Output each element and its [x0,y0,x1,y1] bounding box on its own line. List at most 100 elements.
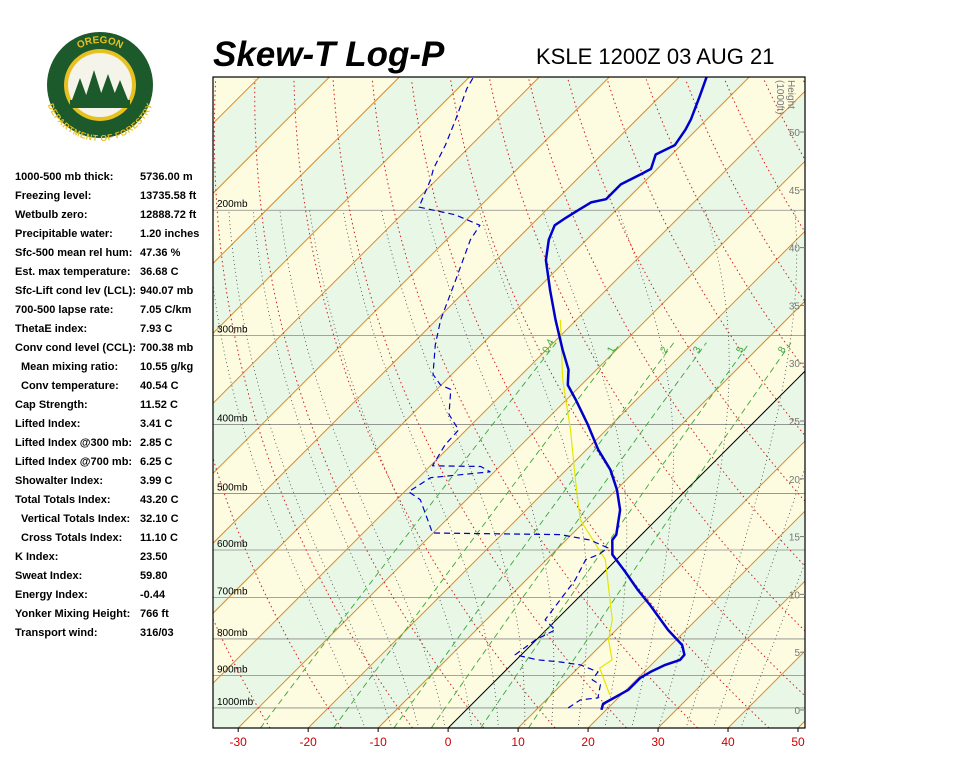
y2-tick-label: 10 [789,590,801,601]
x-tick-label: -20 [299,735,317,749]
profile-line [559,319,613,696]
mixing-ratio-label: 8 [776,345,789,355]
y2-tick-label: 50 [789,128,801,139]
index-value: 12888.72 ft [140,209,197,221]
temperature-band [213,91,805,728]
isotherm [213,77,400,265]
isotherm [213,77,540,405]
indices-table: 1000-500 mb thick: 5736.00 m Freezing leve… [15,171,199,639]
moist-adiabat [685,210,798,728]
plot-background [213,77,960,728]
y2-tick-label: 45 [789,186,801,197]
isotherm [447,370,805,728]
mixing-ratio-line [393,342,675,728]
logo-text: OREGON [75,35,124,51]
y2-axis-label: Height [785,80,796,109]
isotherm [213,77,470,335]
index-value: 316/03 [140,627,174,639]
x-tick-label: 30 [651,735,665,749]
index-value: 5736.00 m [140,171,193,183]
index-label: Energy Index: [15,589,88,601]
y2-tick-label: 40 [789,244,801,255]
x-tick-label: 50 [791,735,805,749]
index-value: 43.20 C [140,494,179,506]
index-value: 1.20 inches [140,228,199,240]
index-label: Mean mixing ratio: [21,361,118,373]
index-label: Est. max temperature: [15,266,131,278]
chart-title: Skew-T Log-P [213,35,445,74]
isotherm [213,90,805,684]
x-tick-label: -30 [230,735,248,749]
y2-tick-label: 25 [789,417,801,428]
y2-tick-label: 0 [794,706,800,717]
y-tick-label: 700mb [217,587,248,598]
mixing-ratio-label: 3 [691,345,704,355]
index-label: Yonker Mixing Height: [15,608,130,620]
plot-marks [408,77,708,711]
y2-tick-label: 30 [789,359,801,370]
index-label: Vertical Totals Index: [21,513,130,525]
index-value: 13735.58 ft [140,190,197,202]
index-label: Sfc-500 mean rel hum: [15,247,132,259]
y-tick-label: 900mb [217,664,248,675]
index-label: Lifted Index: [15,418,80,430]
index-label: Cross Totals Index: [21,532,122,544]
logo-ground [70,100,130,108]
y-tick-label: 300mb [217,325,248,336]
axes: 1000mb 900mb 800mb 700mb 600mb 500mb 400mb 300m… [217,80,805,749]
index-label: Precipitable water: [15,228,113,240]
y2-tick-label: 15 [789,533,801,544]
mixing-ratio-label: 5 [735,345,748,355]
isotherm [517,440,805,728]
isotherm [587,510,805,728]
index-label: 700-500 lapse rate: [15,304,113,316]
y-tick-label: 800mb [217,628,248,639]
isotherm [213,77,750,614]
y2-axis-label: (1000ft) [774,80,785,114]
x-tick-label: 10 [511,735,525,749]
index-value: 2.85 C [140,437,172,449]
dry-adiabat [920,79,960,728]
index-label: Sfc-Lift cond lev (LCL): [15,285,136,297]
index-value: 766 ft [140,608,169,620]
temperature-band [213,77,805,684]
y-tick-label: 1000mb [217,697,254,708]
temperature-band [798,721,805,728]
isotherm [868,77,960,728]
isotherm [307,230,805,728]
index-label: 1000-500 mb thick: [15,171,113,183]
x-tick-label: 0 [445,735,452,749]
profile-line [408,77,609,709]
profile-line [544,77,708,711]
chart-subtitle: KSLE 1200Z 03 AUG 21 [536,44,775,69]
dry-adiabat [213,456,342,728]
index-value: 7.05 C/km [140,304,192,316]
y-tick-label: 400mb [217,414,248,425]
index-label: K Index: [15,551,58,563]
dry-adiabat [371,79,699,728]
isotherm [213,77,330,195]
logo-trees [72,70,128,102]
index-value: 36.68 C [140,266,179,278]
dry-adiabat [450,79,805,697]
index-value: 47.36 % [140,247,181,259]
index-value: 6.25 C [140,456,172,468]
index-label: Conv temperature: [21,380,119,392]
index-value: 11.10 C [140,532,178,544]
plot-frame [212,76,806,729]
dry-adiabat [842,79,960,728]
dry-adiabat [802,79,805,85]
mixing-ratio-line [528,342,792,728]
index-label: Wetbulb zero: [15,209,88,221]
logo-top: OREGON [75,35,124,51]
dry-adiabat [528,79,805,567]
index-label: ThetaE index: [15,323,87,335]
y-tick-label: 200mb [217,199,248,210]
index-value: 3.99 C [140,475,172,487]
moist-adiabat [213,281,366,728]
y2-tick-label: 35 [789,301,801,312]
index-value: 7.93 C [140,323,172,335]
y2-tick-label: 5 [794,648,800,659]
index-label: Lifted Index @700 mb: [15,456,132,468]
